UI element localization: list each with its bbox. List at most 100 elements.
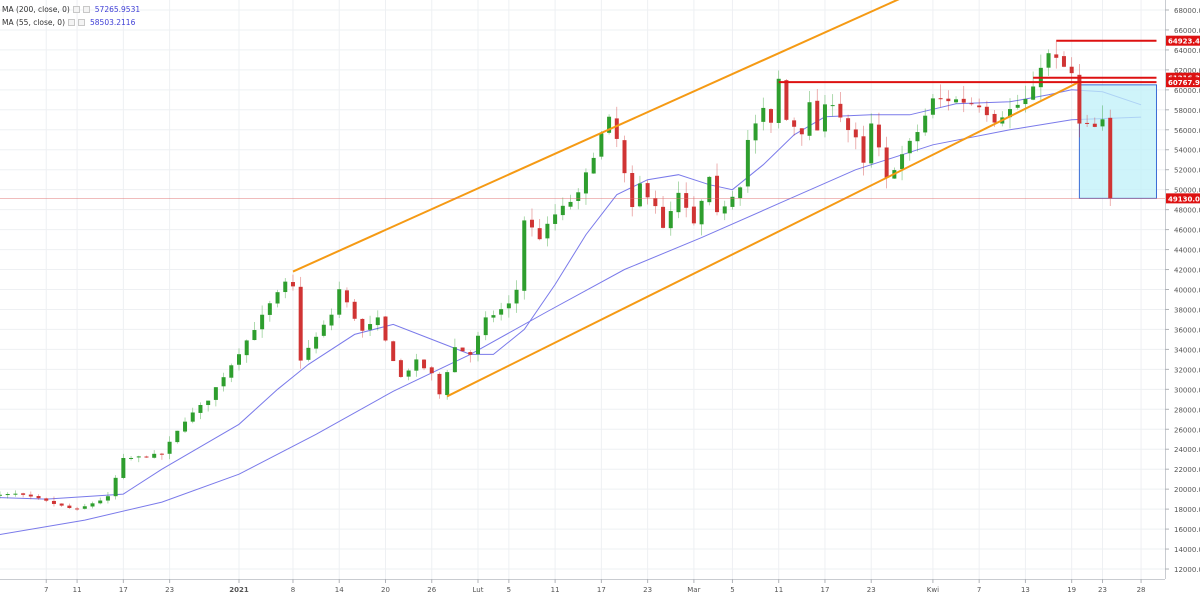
- candle-body: [314, 336, 319, 349]
- candle-body: [861, 136, 866, 163]
- candle-body: [645, 183, 650, 198]
- candle-body: [529, 219, 534, 228]
- candle-body: [321, 324, 326, 336]
- candle-body: [1046, 53, 1051, 68]
- price-tag-bg: [1166, 35, 1200, 46]
- x-tick-label: 23: [165, 586, 174, 594]
- candle-body: [637, 183, 642, 207]
- y-tick-label: 12000.00: [1174, 566, 1200, 574]
- candle-body: [1092, 123, 1097, 127]
- candle-body: [607, 116, 612, 133]
- price-tag-label: 60767.92: [1168, 79, 1200, 87]
- candle-body: [753, 123, 758, 141]
- candle-body: [599, 133, 604, 157]
- candle-body: [591, 157, 596, 174]
- x-tick-label: 23: [643, 586, 652, 594]
- x-tick-label: 11: [774, 586, 783, 594]
- candle-body: [183, 421, 188, 432]
- y-tick-label: 18000.00: [1174, 506, 1200, 514]
- y-tick-label: 16000.00: [1174, 526, 1200, 534]
- x-tick-label: 28: [1137, 586, 1146, 594]
- legend-ma200: MA (200, close, 0) 57265.9531: [2, 3, 140, 16]
- candle-body: [815, 100, 820, 131]
- close-icon[interactable]: [78, 19, 86, 26]
- legend-ma55: MA (55, close, 0) 58503.2116: [2, 16, 140, 29]
- candle-body: [1031, 86, 1036, 100]
- trend-line: [292, 0, 900, 273]
- candle-body: [522, 220, 527, 291]
- y-tick-label: 62000.00: [1174, 67, 1200, 75]
- candle-body: [869, 123, 874, 164]
- candle-body: [838, 103, 843, 118]
- candle-body: [136, 456, 141, 458]
- y-tick-label: 42000.00: [1174, 267, 1200, 275]
- price-tag-bg: [1166, 77, 1200, 88]
- x-tick-label: 5: [507, 586, 511, 594]
- candle-body: [429, 367, 434, 374]
- candle-body: [67, 505, 72, 508]
- y-tick-label: 40000.00: [1174, 287, 1200, 295]
- candle-body: [237, 354, 241, 365]
- price-tag-bg: [1166, 193, 1200, 204]
- candle-body: [514, 289, 519, 304]
- candle-body: [1108, 117, 1113, 199]
- x-tick-label: 13: [1021, 586, 1030, 594]
- candle-body: [876, 124, 881, 148]
- candle-body: [907, 140, 912, 154]
- candle-body: [28, 494, 33, 497]
- candle-body: [884, 147, 889, 178]
- candle-body: [1061, 56, 1066, 67]
- candle-body: [244, 340, 249, 356]
- x-tick-label: 11: [73, 586, 82, 594]
- candle-body: [977, 105, 982, 108]
- candle-body: [560, 205, 565, 216]
- candle-body: [252, 330, 257, 341]
- candle-body: [21, 493, 26, 495]
- candle-body: [51, 500, 56, 504]
- settings-icon[interactable]: [68, 19, 76, 26]
- candle-body: [82, 506, 87, 509]
- x-tick-label: 17: [597, 586, 606, 594]
- y-tick-label: 26000.00: [1174, 426, 1200, 434]
- x-tick-label: 8: [291, 586, 295, 594]
- close-icon[interactable]: [82, 6, 90, 13]
- candle-body: [730, 196, 735, 207]
- x-tick-label: 17: [119, 586, 128, 594]
- candle-body: [1008, 109, 1012, 118]
- candle-body: [368, 324, 373, 330]
- x-tick-label: 7: [44, 586, 48, 594]
- ma-line: [0, 116, 1142, 535]
- candle-body: [422, 359, 427, 369]
- candle-body: [5, 494, 10, 496]
- candle-body: [799, 128, 804, 135]
- candle-body: [229, 365, 234, 378]
- x-tick-label: 20: [381, 586, 390, 594]
- candle-body: [576, 192, 581, 201]
- price-tag-label: 49130.08: [1168, 195, 1200, 203]
- y-tick-label: 48000.00: [1174, 207, 1200, 215]
- y-axis: 12000.00 14000.00 16000.00 18000.00 20000.00…: [1165, 0, 1200, 579]
- candle-body: [260, 314, 265, 330]
- x-tick-label: Lut: [473, 586, 484, 594]
- candle-body: [707, 176, 712, 203]
- candle-body: [152, 453, 157, 458]
- candle-body: [460, 347, 465, 352]
- candle-body: [437, 373, 442, 395]
- settings-icon[interactable]: [72, 6, 80, 13]
- candle-body: [375, 317, 380, 326]
- candle-body: [499, 309, 504, 315]
- candle-body: [614, 118, 619, 139]
- legend-ma200-label: MA (200, close, 0): [2, 5, 70, 14]
- candle-body: [807, 102, 812, 136]
- candle-body: [506, 303, 511, 309]
- y-tick-label: 22000.00: [1174, 466, 1200, 474]
- candle-body: [853, 129, 858, 138]
- candle-body: [738, 187, 743, 199]
- legend-ma55-value: 58503.2116: [90, 18, 136, 27]
- candle-body: [676, 192, 681, 213]
- y-tick-label: 46000.00: [1174, 227, 1200, 235]
- candle-body: [699, 200, 704, 225]
- candle-body: [98, 500, 103, 504]
- candle-body: [344, 290, 349, 303]
